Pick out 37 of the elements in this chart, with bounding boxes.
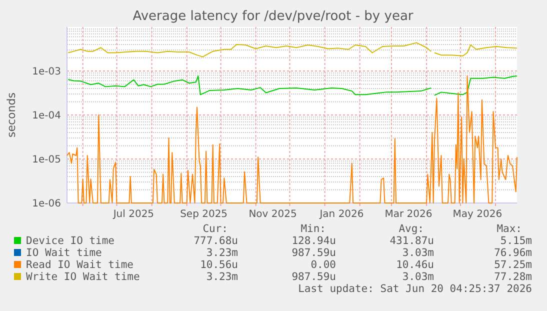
text: 128.94u — [292, 235, 336, 247]
text: 10.56u — [200, 259, 238, 271]
text: 431.87u — [390, 235, 434, 247]
legend-label: Read IO Wait time — [26, 259, 134, 271]
y-tick-label: 1e-05 — [32, 154, 61, 166]
text: 3.23m — [206, 247, 238, 259]
text: Cur: — [202, 223, 228, 235]
text: 987.59u — [292, 247, 336, 259]
text: 76.96m — [494, 247, 532, 259]
text: 5.15m — [500, 235, 532, 247]
legend-label: Write IO Wait time — [26, 271, 140, 283]
text: 987.59u — [292, 271, 336, 283]
y-tick-label: 1e-04 — [32, 110, 61, 122]
x-tick-label: Mar 2026 — [384, 209, 432, 220]
legend-label: IO Wait time — [26, 247, 102, 259]
x-tick-label: Jan 2026 — [318, 209, 364, 220]
text: Last update: Sat Jun 20 04:25:37 2026 — [298, 283, 532, 295]
y-axis-title: seconds — [5, 92, 18, 138]
text: Max: — [496, 223, 522, 235]
text: 77.28m — [494, 271, 532, 283]
text: 777.68u — [194, 235, 238, 247]
x-tick-label: Nov 2025 — [248, 209, 297, 220]
text: 3.03m — [402, 271, 434, 283]
x-tick-label: May 2026 — [452, 209, 502, 220]
text: 3.03m — [402, 247, 434, 259]
y-tick-label: 1e-06 — [32, 198, 61, 210]
x-tick-label: Jul 2025 — [112, 209, 154, 220]
text: Avg: — [398, 223, 424, 235]
legend-label: Device IO time — [26, 235, 115, 247]
chart-title: Average latency for /dev/pve/root - by year — [132, 9, 414, 24]
text: 0.00 — [310, 259, 336, 271]
text: 3.23m — [206, 271, 238, 283]
y-tick-label: 1e-03 — [32, 66, 61, 78]
text: 57.25m — [494, 259, 532, 271]
text: Min: — [300, 223, 326, 235]
x-tick-label: Sep 2025 — [180, 209, 228, 220]
text: 10.46u — [396, 259, 434, 271]
